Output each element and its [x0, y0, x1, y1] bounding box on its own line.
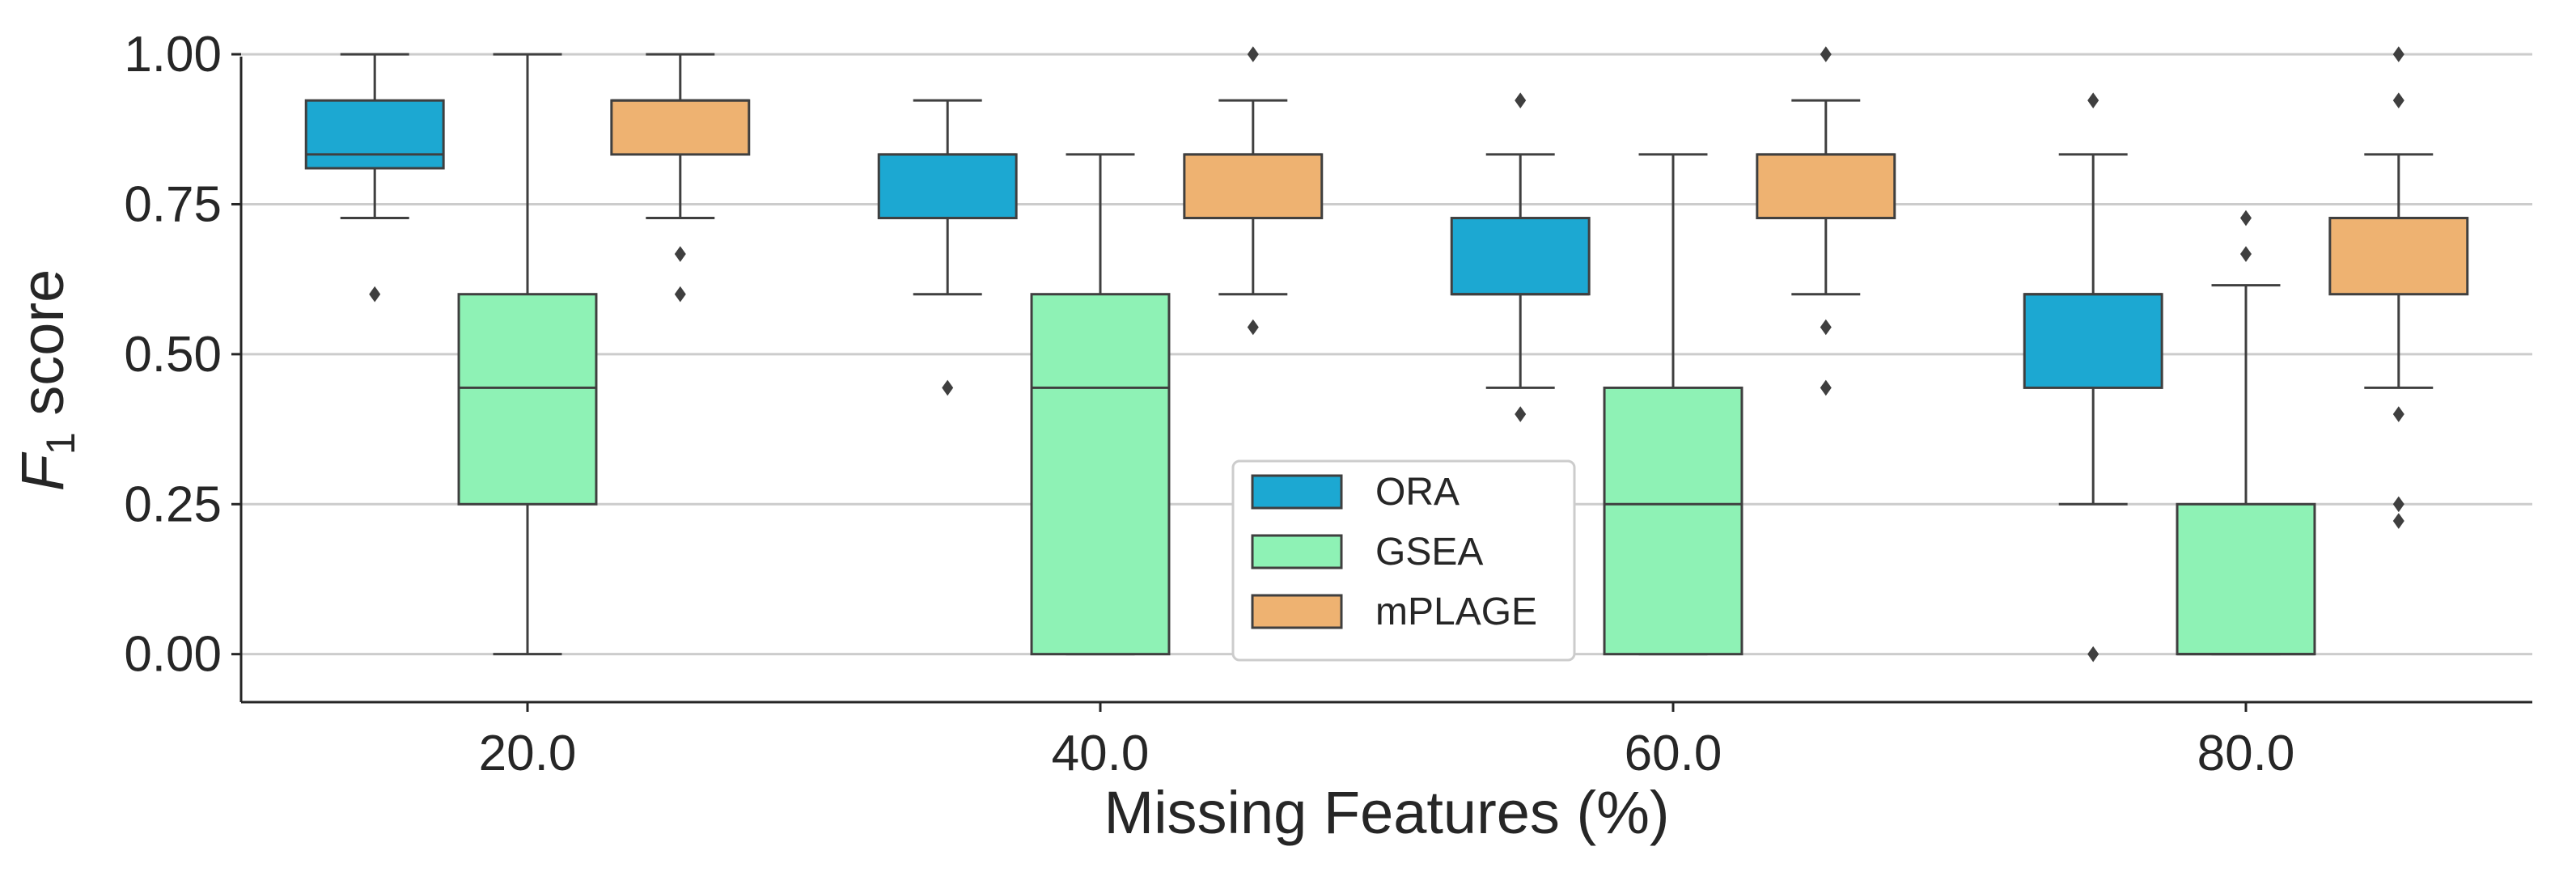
y-ticks: 0.00 0.25 0.50 0.75 1.00: [124, 27, 241, 683]
outlier-point: [2087, 646, 2099, 662]
x-tick-label: 60.0: [1625, 726, 1722, 781]
box-mplage-20.0: [610, 53, 751, 303]
outlier-point: [1515, 92, 1527, 108]
box-gsea-20.0: [457, 53, 598, 656]
outlier-point: [1247, 319, 1259, 336]
box-gsea-60.0: [1603, 153, 1743, 656]
outlier-point: [2392, 496, 2404, 513]
y-axis-title-main: F: [9, 451, 76, 491]
boxes: [304, 46, 2469, 662]
box-mplage-80.0: [2328, 46, 2469, 529]
box-body: [610, 99, 751, 156]
box-gsea-40.0: [1030, 153, 1171, 656]
legend-swatch-gsea: [1251, 534, 1343, 569]
box-ora-40.0: [877, 99, 1018, 396]
box-mplage-40.0: [1183, 46, 1324, 336]
axes: [239, 57, 2532, 704]
legend-label-mplage: mPLAGE: [1375, 591, 1537, 633]
outlier-point: [2392, 46, 2404, 62]
legend-label-ora: ORA: [1375, 471, 1460, 514]
y-tick-label: 0.75: [124, 176, 222, 232]
outlier-point: [369, 286, 381, 303]
box-body: [1756, 153, 1896, 220]
x-tick-label: 40.0: [1052, 726, 1150, 781]
box-body: [1450, 217, 1591, 296]
box-body: [2023, 293, 2163, 389]
box-body: [304, 99, 445, 170]
outlier-point: [2240, 246, 2252, 262]
y-tick-label: 0.25: [124, 476, 222, 532]
x-tick-label: 20.0: [479, 726, 577, 781]
box-ora-80.0: [2023, 92, 2163, 662]
box-body: [457, 293, 598, 506]
box-body: [877, 153, 1018, 220]
y-axis-title: F1 score: [9, 269, 83, 492]
grid-lines: [241, 53, 2532, 656]
box-gsea-80.0: [2176, 210, 2316, 656]
y-tick-label: 0.50: [124, 327, 222, 383]
outlier-point: [1515, 406, 1527, 422]
y-axis-title-subscript: 1: [38, 432, 83, 455]
box-ora-60.0: [1450, 92, 1591, 422]
box-body: [2328, 217, 2469, 296]
outlier-point: [674, 286, 686, 303]
box-ora-20.0: [304, 53, 445, 303]
outlier-point: [942, 379, 954, 396]
outlier-point: [2240, 210, 2252, 226]
y-tick-label: 1.00: [124, 27, 222, 83]
outlier-point: [2087, 92, 2099, 108]
outlier-point: [2392, 513, 2404, 529]
outlier-point: [2392, 406, 2404, 422]
legend-label-gsea: GSEA: [1375, 531, 1483, 574]
outlier-point: [1247, 46, 1259, 62]
outlier-point: [674, 246, 686, 262]
box-body: [1603, 386, 1743, 656]
x-ticks: 20.0 40.0 60.0 80.0: [479, 702, 2295, 781]
legend-swatch-ora: [1251, 474, 1343, 510]
box-mplage-60.0: [1756, 46, 1896, 396]
outlier-point: [1820, 46, 1832, 62]
legend-swatch-mplage: [1251, 594, 1343, 629]
x-axis-title: Missing Features (%): [1104, 779, 1669, 846]
box-body: [1183, 153, 1324, 220]
outlier-point: [1820, 319, 1832, 336]
box-body: [2176, 502, 2316, 656]
legend: ORA GSEA mPLAGE: [1231, 459, 1576, 662]
y-axis-title-rest: score: [9, 269, 76, 433]
outlier-point: [1820, 379, 1832, 396]
y-tick-label: 0.00: [124, 627, 222, 683]
outlier-point: [2392, 92, 2404, 108]
x-tick-label: 80.0: [2197, 726, 2295, 781]
box-body: [1030, 293, 1171, 656]
